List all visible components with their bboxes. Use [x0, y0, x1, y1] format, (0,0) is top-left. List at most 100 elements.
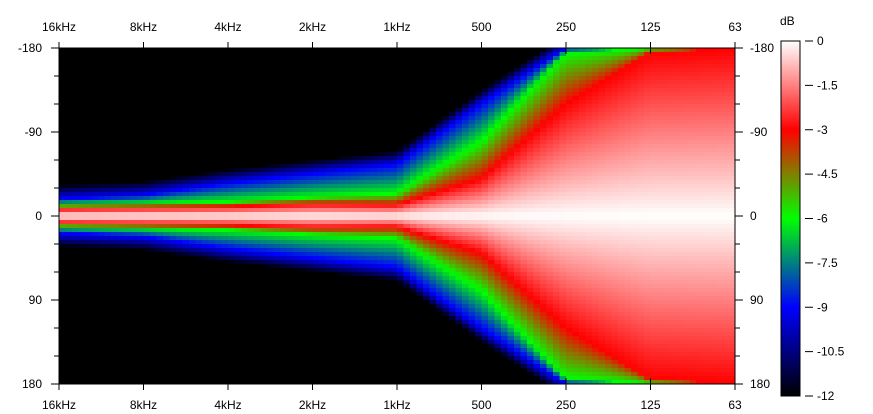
- heatmap-cell: [156, 268, 164, 273]
- heatmap-cell: [429, 268, 437, 273]
- heatmap-cell: [169, 148, 177, 153]
- heatmap-cell: [104, 312, 112, 317]
- heatmap-cell: [338, 300, 346, 305]
- heatmap-cell: [163, 296, 171, 301]
- heatmap-cell: [319, 76, 327, 81]
- heatmap-cell: [195, 268, 203, 273]
- heatmap-cell: [78, 164, 86, 169]
- heatmap-cell: [59, 164, 67, 169]
- heatmap-cell: [286, 196, 294, 201]
- heatmap-cell: [429, 100, 437, 105]
- heatmap-cell: [332, 80, 340, 85]
- heatmap-cell: [351, 296, 359, 301]
- heatmap-cell: [358, 188, 366, 193]
- heatmap-cell: [189, 52, 197, 57]
- heatmap-cell: [189, 84, 197, 89]
- heatmap-cell: [176, 320, 184, 325]
- heatmap-cell: [78, 96, 86, 101]
- heatmap-cell: [182, 232, 190, 237]
- heatmap-cell: [111, 372, 119, 377]
- heatmap-cell: [325, 100, 333, 105]
- heatmap-cell: [234, 204, 242, 209]
- heatmap-cell: [221, 92, 229, 97]
- heatmap-cell: [442, 92, 450, 97]
- heatmap-cell: [98, 76, 106, 81]
- heatmap-cell: [195, 348, 203, 353]
- heatmap-cell: [182, 152, 190, 157]
- heatmap-cell: [85, 228, 93, 233]
- heatmap-cell: [358, 244, 366, 249]
- heatmap-cell: [293, 276, 301, 281]
- heatmap-cell: [312, 328, 320, 333]
- heatmap-cell: [241, 208, 249, 213]
- heatmap-cell: [254, 320, 262, 325]
- heatmap-cell: [143, 100, 151, 105]
- heatmap-cell: [189, 184, 197, 189]
- heatmap-cell: [332, 204, 340, 209]
- heatmap-cell: [124, 360, 132, 365]
- heatmap-cell: [254, 60, 262, 65]
- heatmap-cell: [299, 68, 307, 73]
- heatmap-cell: [254, 192, 262, 197]
- heatmap-cell: [234, 256, 242, 261]
- heatmap-cell: [312, 216, 320, 221]
- heatmap-cell: [130, 324, 138, 329]
- heatmap-cell: [143, 264, 151, 269]
- heatmap-cell: [267, 124, 275, 129]
- heatmap-cell: [215, 48, 223, 53]
- heatmap-cell: [111, 200, 119, 205]
- heatmap-cell: [377, 220, 385, 225]
- heatmap-cell: [377, 128, 385, 133]
- heatmap-cell: [319, 328, 327, 333]
- heatmap-cell: [176, 80, 184, 85]
- heatmap-cell: [59, 188, 67, 193]
- heatmap-cell: [137, 204, 145, 209]
- heatmap-cell: [150, 312, 158, 317]
- heatmap-cell: [221, 76, 229, 81]
- heatmap-cell: [254, 152, 262, 157]
- heatmap-cell: [332, 156, 340, 161]
- heatmap-cell: [234, 184, 242, 189]
- heatmap-cell: [371, 228, 379, 233]
- heatmap-cell: [150, 268, 158, 273]
- heatmap-cell: [228, 144, 236, 149]
- heatmap-cell: [221, 296, 229, 301]
- heatmap-cell: [358, 176, 366, 181]
- heatmap-cell: [189, 360, 197, 365]
- heatmap-cell: [286, 280, 294, 285]
- heatmap-cell: [85, 104, 93, 109]
- heatmap-cell: [234, 380, 242, 384]
- heatmap-cell: [215, 216, 223, 221]
- heatmap-cell: [221, 292, 229, 297]
- heatmap-cell: [85, 340, 93, 345]
- heatmap-cell: [169, 324, 177, 329]
- heatmap-cell: [436, 320, 444, 325]
- heatmap-cell: [286, 68, 294, 73]
- heatmap-cell: [260, 268, 268, 273]
- heatmap-cell: [117, 152, 125, 157]
- heatmap-cell: [299, 220, 307, 225]
- heatmap-cell: [130, 340, 138, 345]
- heatmap-cell: [299, 64, 307, 69]
- heatmap-cell: [267, 172, 275, 177]
- heatmap-cell: [228, 188, 236, 193]
- heatmap-cell: [397, 316, 405, 321]
- heatmap-cell: [202, 288, 210, 293]
- heatmap-cell: [143, 172, 151, 177]
- heatmap-cell: [150, 332, 158, 337]
- heatmap-cell: [338, 216, 346, 221]
- heatmap-cell: [241, 48, 249, 53]
- heatmap-cell: [325, 300, 333, 305]
- heatmap-cell: [410, 244, 418, 249]
- heatmap-cell: [221, 284, 229, 289]
- heatmap-cell: [228, 180, 236, 185]
- heatmap-cell: [280, 224, 288, 229]
- heatmap-cell: [202, 220, 210, 225]
- heatmap-cell: [332, 132, 340, 137]
- heatmap-cell: [85, 176, 93, 181]
- heatmap-cell: [169, 104, 177, 109]
- heatmap-cell: [267, 180, 275, 185]
- heatmap-cell: [358, 288, 366, 293]
- heatmap-cell: [111, 208, 119, 213]
- heatmap-cell: [306, 60, 314, 65]
